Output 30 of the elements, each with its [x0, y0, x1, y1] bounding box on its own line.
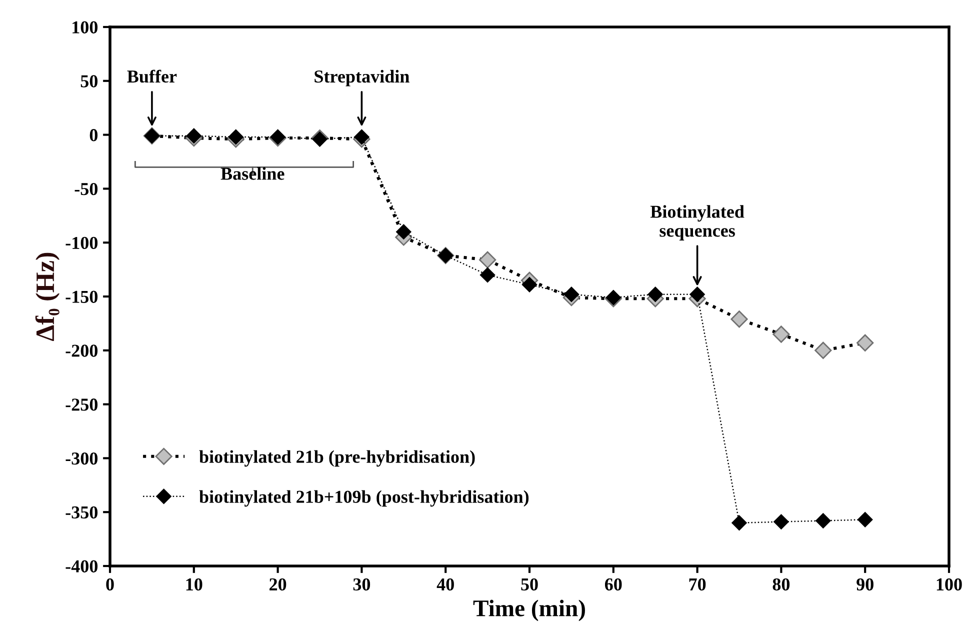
x-tick-label: 30	[353, 578, 370, 591]
y-tick-label: -350	[66, 506, 98, 519]
x-tick-label: 90	[856, 578, 874, 591]
y-tick-label: 0	[90, 129, 98, 142]
y-tick-label: -250	[66, 398, 98, 411]
y-tick-label: -50	[74, 182, 98, 196]
legend-label: biotinylated 21b+109b (post-hybridisation)	[199, 490, 529, 507]
x-tick-label: 70	[689, 578, 706, 591]
y-tick-label: 100	[72, 21, 98, 34]
x-tick-label: 50	[521, 578, 538, 591]
annotation: Baseline	[220, 167, 284, 180]
y-tick-label: -100	[66, 236, 98, 250]
x-tick-label: 40	[436, 578, 454, 591]
y-tick-label: -400	[66, 560, 98, 572]
x-tick-label: 0	[106, 578, 114, 591]
annotation: Buffer	[127, 70, 177, 83]
y-axis-title: Δf₀ (Hz)	[35, 252, 60, 341]
y-tick-label: -300	[66, 452, 98, 465]
x-tick-label: 10	[186, 578, 202, 591]
x-axis-title: Time (min)	[473, 600, 585, 622]
annotation: Biotinylated sequences	[650, 205, 744, 240]
x-tick-label: 20	[270, 578, 286, 591]
x-tick-label: 60	[604, 578, 622, 591]
y-tick-label: -150	[66, 290, 98, 303]
x-tick-label: 100	[936, 578, 962, 591]
y-tick-label: -200	[66, 344, 98, 357]
legend-label: biotinylated 21b (pre-hybridisation)	[199, 450, 475, 467]
y-tick-label: 50	[80, 75, 98, 88]
x-tick-label: 80	[772, 578, 790, 591]
annotation: Streptavidin	[314, 70, 410, 86]
